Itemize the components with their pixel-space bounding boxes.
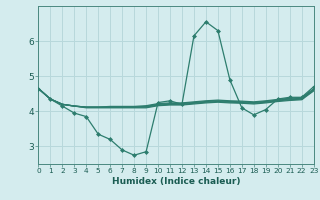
- X-axis label: Humidex (Indice chaleur): Humidex (Indice chaleur): [112, 177, 240, 186]
